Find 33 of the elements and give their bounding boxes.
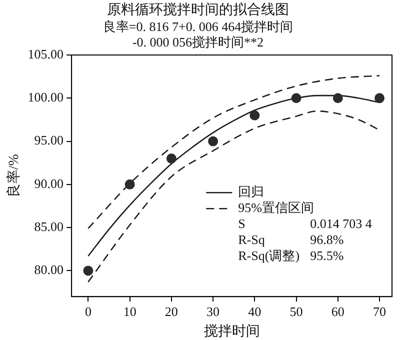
y-tick-label: 100.00 [28, 90, 64, 105]
y-axis-title: 良率/% [6, 154, 22, 198]
point [250, 110, 260, 120]
x-tick-label: 10 [123, 304, 136, 319]
point [166, 154, 176, 164]
annotation: R-Sq(调整) 95.5% [238, 248, 344, 264]
x-tick-label: 0 [84, 304, 92, 319]
x-tick-label: 40 [248, 304, 262, 319]
chart-subtitle: 良率=0. 816 7+0. 006 464搅拌时间 -0. 000 056搅拌时间**2 [102, 19, 294, 50]
point [208, 136, 218, 146]
x-tick-label: 70 [373, 304, 386, 319]
x-axis-title: 搅拌时间 [204, 323, 260, 340]
point [332, 93, 343, 104]
x-tick-label: 50 [290, 304, 303, 319]
x-tick-label: 60 [331, 304, 344, 319]
y-tick-label: 105.00 [28, 46, 64, 62]
y-tick-label: 90.00 [34, 176, 64, 191]
point [124, 179, 135, 190]
text: S 0.014 703 4 [238, 216, 372, 232]
point [83, 266, 94, 276]
y-tick-label: 80.00 [34, 262, 64, 278]
legend-label: 95%置信区间 [238, 200, 314, 216]
y-tick-label: 95.00 [34, 132, 64, 148]
x-tick-label: 30 [206, 304, 220, 319]
x-tick-label: 20 [164, 304, 178, 319]
y-tick-label: 85.00 [34, 218, 64, 234]
point [374, 93, 385, 104]
chart-title: 原料循环搅拌时间的拟合线图 [107, 2, 289, 18]
point [291, 93, 302, 104]
text: R-Sq 96.8% [238, 232, 344, 248]
line-series [88, 110, 380, 283]
line-series [88, 75, 380, 230]
legend-label: 回归 [238, 184, 264, 200]
